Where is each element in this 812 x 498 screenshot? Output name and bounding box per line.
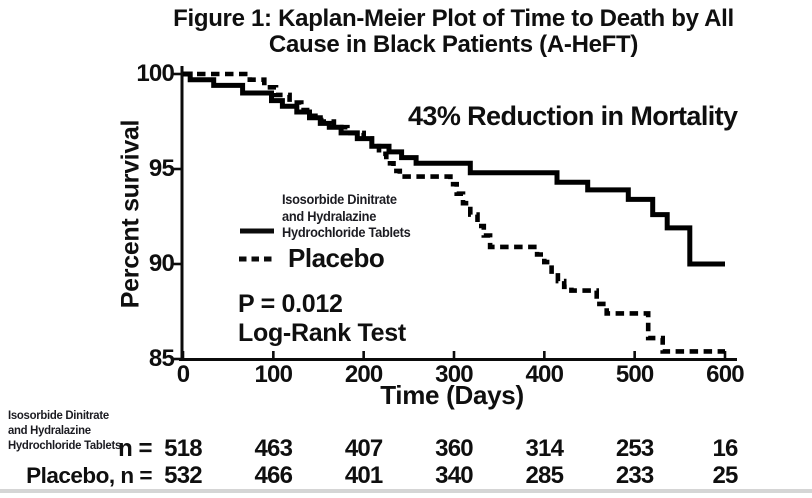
bottom-rule (0, 489, 812, 493)
y-axis-ticks (171, 72, 182, 361)
log-rank-test-text: Log-Rank Test (238, 319, 406, 347)
risk-placebo-count-day-400: 285 (525, 462, 564, 489)
x-tick-label-0: 0 (176, 361, 190, 388)
risk-treatment-count-day-400: 314 (525, 435, 564, 462)
y-tick-label-95: 95 (148, 155, 175, 182)
risk-treatment-count-day-100: 463 (254, 435, 293, 462)
risk-row-treatment-prefix: n = (118, 435, 152, 462)
legend-treatment-label-line-3: Hydrochloride Tablets (282, 225, 411, 240)
risk-treatment-label-line-3: Hydrochloride Tablets (8, 438, 121, 452)
risk-placebo-count-day-500: 233 (615, 462, 654, 489)
legend-treatment-label: Isosorbide Dinitrate and Hydralazine Hyd… (282, 192, 411, 242)
risk-treatment-count-day-300: 360 (435, 435, 473, 462)
y-tick-label-85: 85 (148, 345, 175, 372)
y-tick-label-90: 90 (148, 250, 175, 277)
risk-treatment-label-line-1: Isosorbide Dinitrate (8, 408, 109, 422)
risk-placebo-count-day-100: 466 (254, 462, 293, 489)
figure-title-line-1: Figure 1: Kaplan-Meier Plot of Time to D… (173, 5, 734, 32)
risk-row-placebo-prefix: Placebo, n = (26, 463, 152, 488)
x-tick-label-200: 200 (344, 361, 383, 388)
risk-table-treatment-label: Isosorbide Dinitrate and Hydralazine Hyd… (8, 408, 121, 453)
legend-treatment-label-line-2: and Hydralazine (282, 208, 377, 224)
risk-treatment-count-day-0: 518 (164, 435, 202, 462)
x-tick-label-600: 600 (706, 361, 744, 388)
mortality-reduction-annotation: 43% Reduction in Mortality (408, 101, 738, 131)
risk-placebo-count-day-200: 401 (344, 462, 383, 489)
y-axis-label: Percent survival (116, 119, 145, 309)
legend-placebo-label: Placebo (288, 243, 385, 273)
y-tick-label-100: 100 (136, 60, 174, 87)
x-axis-ticks (181, 351, 727, 360)
p-value-text: P = 0.012 (238, 290, 343, 318)
x-tick-label-500: 500 (615, 361, 654, 388)
placebo-survival-curve (183, 71, 725, 354)
risk-treatment-label-line-2: and Hydralazine (8, 423, 91, 437)
axis-lines (179, 66, 737, 361)
risk-placebo-count-day-300: 340 (435, 462, 473, 489)
x-tick-label-400: 400 (525, 361, 564, 388)
risk-placebo-count-day-600: 25 (712, 462, 738, 489)
risk-treatment-count-day-500: 253 (615, 435, 654, 462)
x-tick-label-100: 100 (254, 361, 293, 388)
risk-placebo-count-day-0: 532 (164, 462, 202, 489)
risk-treatment-count-day-200: 407 (344, 435, 383, 462)
figure-title-line-2: Cause in Black Patients (A-HeFT) (268, 31, 639, 58)
risk-treatment-count-day-600: 16 (712, 435, 738, 462)
x-tick-label-300: 300 (435, 361, 473, 388)
x-axis-label: Time (Days) (380, 380, 524, 410)
legend-treatment-label-line-1: Isosorbide Dinitrate (282, 192, 397, 207)
figure-title: Figure 1: Kaplan-Meier Plot of Time to D… (95, 6, 812, 58)
